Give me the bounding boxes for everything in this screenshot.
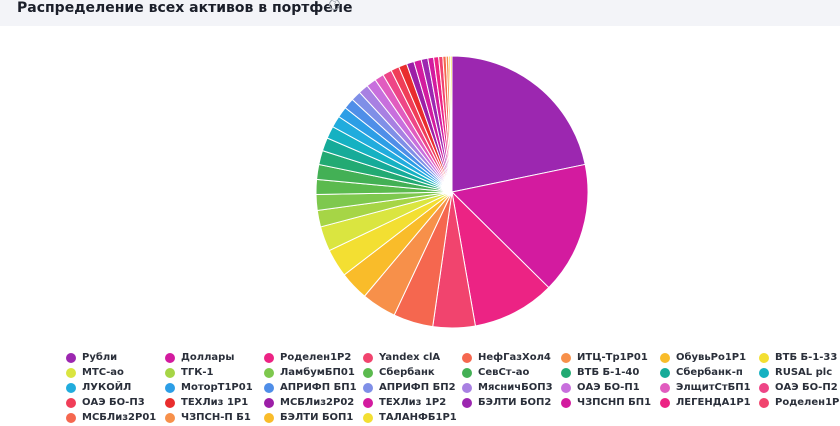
pie-slice[interactable]	[451, 190, 550, 327]
help-icon[interactable]: ?	[329, 0, 340, 10]
pie-slice[interactable]	[451, 55, 586, 193]
pie-slice[interactable]	[449, 55, 453, 193]
chart-header: Распределение всех активов в портфеле ?	[0, 0, 840, 26]
chart-title: Распределение всех активов в портфеле	[17, 0, 353, 16]
pie-slice[interactable]	[450, 163, 589, 289]
